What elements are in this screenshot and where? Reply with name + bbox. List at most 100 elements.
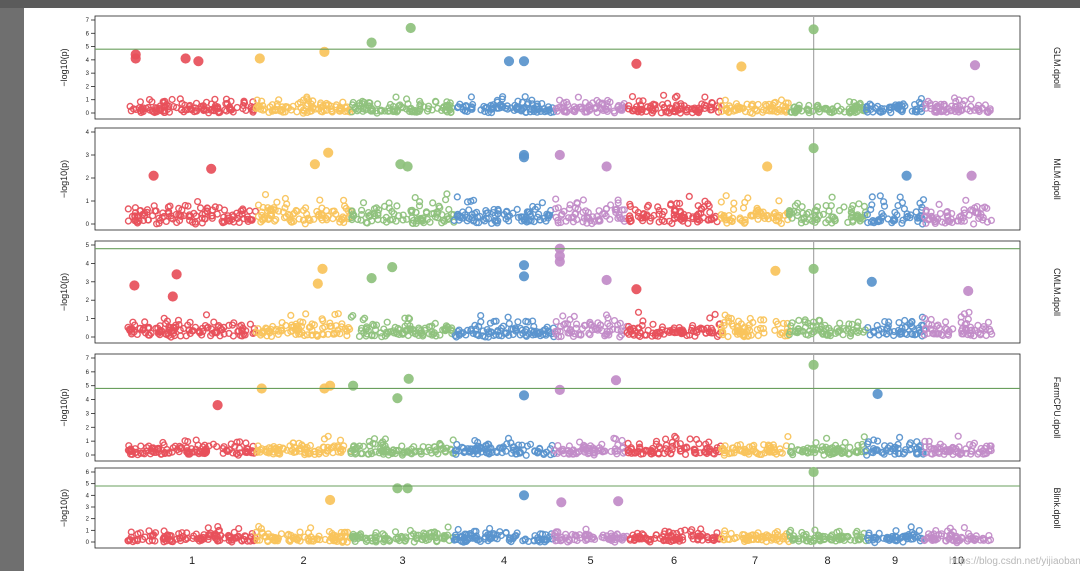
- snp-point: [928, 321, 936, 329]
- snp-point: [335, 107, 343, 115]
- snp-point: [214, 522, 222, 531]
- top-snp-point: [872, 388, 883, 400]
- snp-point: [840, 325, 848, 333]
- snp-point: [161, 449, 169, 458]
- snp-point: [806, 327, 814, 335]
- snp-point: [502, 529, 510, 537]
- snp-point: [204, 323, 212, 331]
- snp-point: [934, 330, 943, 338]
- snp-point: [827, 536, 835, 544]
- snp-point: [530, 106, 538, 114]
- snp-point: [747, 212, 755, 220]
- snp-point: [828, 444, 837, 452]
- snp-point: [271, 537, 279, 545]
- snp-point: [319, 331, 328, 339]
- snp-point: [240, 215, 248, 223]
- snp-point: [429, 199, 437, 207]
- top-snp-point: [254, 53, 265, 64]
- snp-point: [976, 536, 984, 544]
- snp-point: [618, 206, 626, 214]
- snp-point: [175, 530, 183, 538]
- snp-point: [880, 202, 889, 210]
- snp-point: [367, 447, 375, 456]
- x-tick-label-chr-10: 10: [952, 555, 964, 567]
- snp-point: [941, 318, 950, 326]
- snp-point: [289, 439, 298, 447]
- snp-point: [475, 322, 483, 331]
- snp-point: [471, 444, 480, 453]
- snp-point: [671, 93, 680, 102]
- snp-point: [339, 98, 347, 106]
- snp-point: [662, 108, 670, 116]
- snp-point: [400, 329, 408, 337]
- snp-point: [266, 447, 274, 456]
- snp-point: [443, 190, 451, 198]
- snp-point: [741, 218, 749, 226]
- snp-point: [707, 324, 715, 332]
- snp-point: [444, 523, 452, 531]
- snp-point: [730, 199, 738, 207]
- snp-point: [299, 206, 308, 215]
- snp-point: [124, 205, 132, 213]
- snp-point: [844, 218, 852, 227]
- snp-point: [543, 210, 551, 218]
- snp-point: [431, 97, 440, 106]
- snp-point: [775, 211, 784, 220]
- snp-point: [747, 331, 755, 339]
- snp-point: [626, 202, 635, 211]
- snp-point: [442, 322, 451, 330]
- snp-point: [703, 444, 711, 452]
- snp-point: [302, 449, 310, 457]
- snp-point: [836, 319, 844, 327]
- snp-point: [318, 315, 326, 323]
- snp-point: [172, 210, 180, 219]
- snp-point: [736, 214, 744, 222]
- snp-point: [148, 532, 157, 540]
- snp-point: [727, 529, 735, 538]
- snp-point: [359, 199, 368, 207]
- snp-point: [258, 445, 266, 453]
- snp-point: [412, 531, 420, 540]
- snp-point: [283, 446, 291, 454]
- snp-point: [746, 108, 754, 117]
- panel-model-label: Blink.dpoll: [1052, 487, 1062, 528]
- snp-point: [348, 108, 356, 116]
- snp-point: [828, 193, 836, 201]
- snp-point: [362, 106, 370, 114]
- snp-point: [228, 216, 236, 224]
- snp-point: [779, 319, 788, 328]
- snp-point: [358, 206, 366, 214]
- snp-point: [864, 324, 872, 332]
- snp-point: [213, 443, 221, 451]
- snp-point: [168, 95, 176, 104]
- snp-point: [265, 214, 273, 222]
- snp-point: [754, 206, 762, 215]
- snp-point: [463, 198, 472, 206]
- snp-point: [349, 312, 357, 320]
- snp-point: [184, 202, 192, 210]
- top-snp-point: [631, 58, 642, 69]
- snp-point: [677, 102, 685, 110]
- top-snp-point: [963, 285, 974, 297]
- snp-point: [322, 214, 330, 222]
- snp-point: [754, 332, 762, 340]
- snp-point: [847, 213, 856, 221]
- snp-point: [921, 443, 929, 451]
- snp-point: [717, 214, 726, 222]
- snp-point: [819, 210, 828, 218]
- snp-point: [413, 108, 421, 116]
- panel-model-label: FarmCPU.dpoll: [1052, 377, 1062, 439]
- snp-point: [611, 206, 620, 214]
- x-tick-label-chr-3: 3: [399, 555, 405, 567]
- snp-point: [930, 330, 938, 338]
- snp-point: [925, 215, 934, 224]
- snp-point: [497, 103, 505, 112]
- snp-point: [271, 534, 279, 542]
- snp-point: [155, 104, 163, 112]
- snp-point: [465, 448, 473, 456]
- y-tick-label: 7: [86, 18, 90, 24]
- snp-point: [522, 108, 530, 117]
- snp-point: [465, 534, 473, 543]
- snp-point: [595, 325, 603, 333]
- snp-point: [184, 321, 192, 329]
